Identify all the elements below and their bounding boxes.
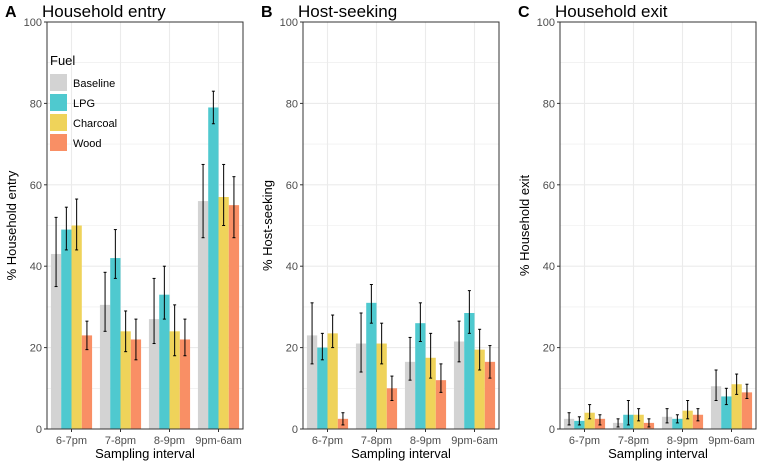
panel-border	[559, 21, 757, 430]
legend-label: Charcoal	[73, 118, 117, 130]
bar-charcoal	[633, 414, 644, 429]
y-tick-label: 40	[30, 261, 42, 273]
bar-wood	[130, 339, 142, 429]
legend-swatch-lpg	[50, 94, 67, 111]
bar-charcoal	[218, 197, 229, 429]
y-axis-title: % Household entry	[4, 170, 19, 280]
y-tick-label: 60	[543, 180, 555, 192]
bar-lpg	[415, 323, 426, 429]
legend-swatch-wood	[50, 134, 67, 151]
bar-baseline	[148, 319, 160, 429]
panel-border	[46, 21, 244, 430]
y-tick-label: 80	[30, 98, 42, 110]
bar-charcoal	[425, 357, 436, 429]
x-tick-label: 8-9pm	[667, 435, 698, 447]
panel-title: Host-seeking	[298, 2, 397, 21]
bar-charcoal	[169, 331, 180, 429]
bar-wood	[435, 380, 447, 429]
bar-baseline	[50, 253, 62, 429]
bar-charcoal	[327, 333, 338, 429]
y-tick-label: 100	[280, 17, 298, 29]
legend-swatch-charcoal	[50, 114, 67, 131]
legend-label: Wood	[73, 138, 102, 150]
bar-wood	[692, 414, 704, 429]
x-tick-label: 8-9pm	[154, 435, 185, 447]
x-tick-label: 9pm-6am	[451, 435, 497, 447]
x-tick-label: 8-9pm	[410, 435, 441, 447]
legend-label: LPG	[73, 98, 95, 110]
bar-wood	[741, 392, 753, 429]
bar-lpg	[672, 418, 683, 429]
panel-letter: B	[261, 4, 273, 21]
bar-charcoal	[584, 412, 595, 429]
y-tick-label: 100	[537, 17, 555, 29]
panel-title: Household exit	[555, 2, 668, 21]
x-tick-label: 9pm-6am	[195, 435, 241, 447]
bar-wood	[179, 339, 191, 429]
x-tick-label: 9pm-6am	[708, 435, 754, 447]
y-axis-title: % Host-seeking	[260, 180, 275, 271]
bar-lpg	[208, 107, 219, 429]
bar-lpg	[110, 258, 121, 429]
bar-baseline	[355, 343, 367, 429]
bar-charcoal	[682, 410, 693, 429]
bar-charcoal	[120, 331, 131, 429]
bar-baseline	[710, 386, 722, 429]
bar-lpg	[464, 313, 475, 429]
y-tick-label: 0	[549, 424, 555, 436]
y-tick-label: 60	[286, 180, 298, 192]
bar-lpg	[317, 347, 328, 429]
bar-wood	[228, 205, 240, 429]
legend-swatch-baseline	[50, 74, 67, 91]
bar-baseline	[404, 361, 416, 429]
x-tick-label: 6-7pm	[56, 435, 87, 447]
bar-lpg	[61, 229, 72, 429]
y-tick-label: 0	[36, 424, 42, 436]
panel-letter: C	[518, 4, 530, 21]
y-axis-title: % Household exit	[517, 175, 532, 277]
y-tick-label: 80	[286, 98, 298, 110]
y-tick-label: 60	[30, 180, 42, 192]
bar-charcoal	[376, 343, 387, 429]
y-tick-label: 20	[543, 343, 555, 355]
legend-title: Fuel	[50, 53, 75, 68]
x-tick-label: 7-8pm	[105, 435, 136, 447]
y-tick-label: 80	[543, 98, 555, 110]
legend-label: Baseline	[73, 78, 115, 90]
x-axis-title: Sampling interval	[608, 446, 708, 461]
bar-lpg	[159, 294, 170, 429]
y-tick-label: 20	[30, 343, 42, 355]
x-tick-label: 6-7pm	[312, 435, 343, 447]
panel-letter: A	[5, 4, 17, 21]
panel-title: Household entry	[42, 2, 166, 21]
bar-lpg	[366, 302, 377, 429]
bar-charcoal	[731, 384, 742, 429]
bar-charcoal	[474, 349, 485, 429]
bar-baseline	[453, 341, 465, 429]
x-tick-label: 6-7pm	[569, 435, 600, 447]
y-tick-label: 20	[286, 343, 298, 355]
bar-wood	[81, 335, 93, 429]
bar-lpg	[721, 396, 732, 429]
x-axis-title: Sampling interval	[351, 446, 451, 461]
bar-baseline	[197, 201, 209, 429]
panel-border	[302, 21, 500, 430]
y-tick-label: 100	[24, 17, 42, 29]
bar-baseline	[306, 335, 318, 429]
bar-charcoal	[71, 225, 82, 429]
x-axis-title: Sampling interval	[95, 446, 195, 461]
x-tick-label: 7-8pm	[618, 435, 649, 447]
y-tick-label: 0	[292, 424, 298, 436]
y-tick-label: 40	[286, 261, 298, 273]
y-tick-label: 40	[543, 261, 555, 273]
x-tick-label: 7-8pm	[361, 435, 392, 447]
bar-wood	[484, 361, 496, 429]
bar-wood	[386, 388, 398, 429]
bar-baseline	[99, 304, 111, 429]
